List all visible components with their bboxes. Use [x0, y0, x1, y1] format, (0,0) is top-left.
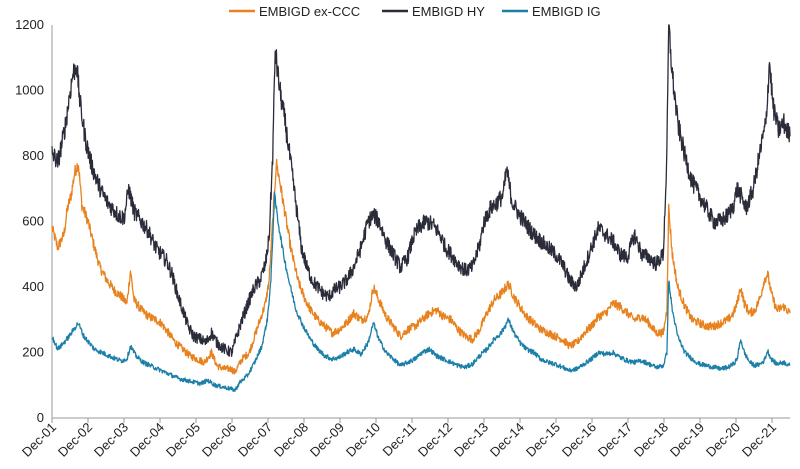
x-tick-label: Dec-03 [91, 420, 131, 460]
x-tick-label: Dec-15 [523, 420, 563, 460]
x-tick-label: Dec-19 [667, 420, 707, 460]
legend: EMBIGD ex-CCC EMBIGD HY EMBIGD IG [229, 4, 601, 19]
y-tick-label: 1000 [15, 83, 44, 98]
x-tick-label: Dec-18 [631, 420, 671, 460]
x-tick-label: Dec-14 [487, 420, 527, 460]
x-tick-label: Dec-09 [307, 420, 347, 460]
series-line-embigd-ex-ccc [51, 158, 791, 375]
legend-label: EMBIGD IG [532, 4, 601, 19]
legend-label: EMBIGD HY [412, 4, 485, 19]
x-tick-label: Dec-11 [380, 420, 420, 460]
x-tick-label: Dec-12 [415, 420, 455, 460]
x-tick-label: Dec-13 [451, 420, 491, 460]
plot-area [51, 24, 791, 393]
x-tick-label: Dec-02 [55, 420, 95, 460]
x-tick-label: Dec-20 [703, 420, 743, 460]
x-axis: Dec-01Dec-02Dec-03Dec-04Dec-05Dec-06Dec-… [19, 417, 790, 460]
x-tick-label: Dec-10 [343, 420, 383, 460]
y-axis: 0 200 400 600 800 1000 1200 [15, 17, 53, 425]
y-tick-label: 800 [22, 148, 44, 163]
x-tick-label: Dec-05 [163, 420, 203, 460]
x-tick-label: Dec-06 [199, 420, 239, 460]
y-tick-label: 400 [22, 279, 44, 294]
y-tick-label: 200 [22, 345, 44, 360]
y-tick-label: 0 [37, 410, 44, 425]
x-tick-label: Dec-08 [271, 420, 311, 460]
x-tick-label: Dec-04 [127, 420, 167, 460]
y-tick-label: 600 [22, 214, 44, 229]
x-tick-label: Dec-21 [739, 420, 779, 460]
x-tick-label: Dec-07 [235, 420, 275, 460]
legend-label: EMBIGD ex-CCC [259, 4, 360, 19]
series-line-embigd-hy [51, 24, 791, 358]
x-tick-label: Dec-01 [19, 420, 59, 460]
x-tick-label: Dec-17 [595, 420, 635, 460]
y-tick-label: 1200 [15, 17, 44, 32]
x-tick-label: Dec-16 [559, 420, 599, 460]
series-line-embigd-ig [51, 191, 791, 393]
